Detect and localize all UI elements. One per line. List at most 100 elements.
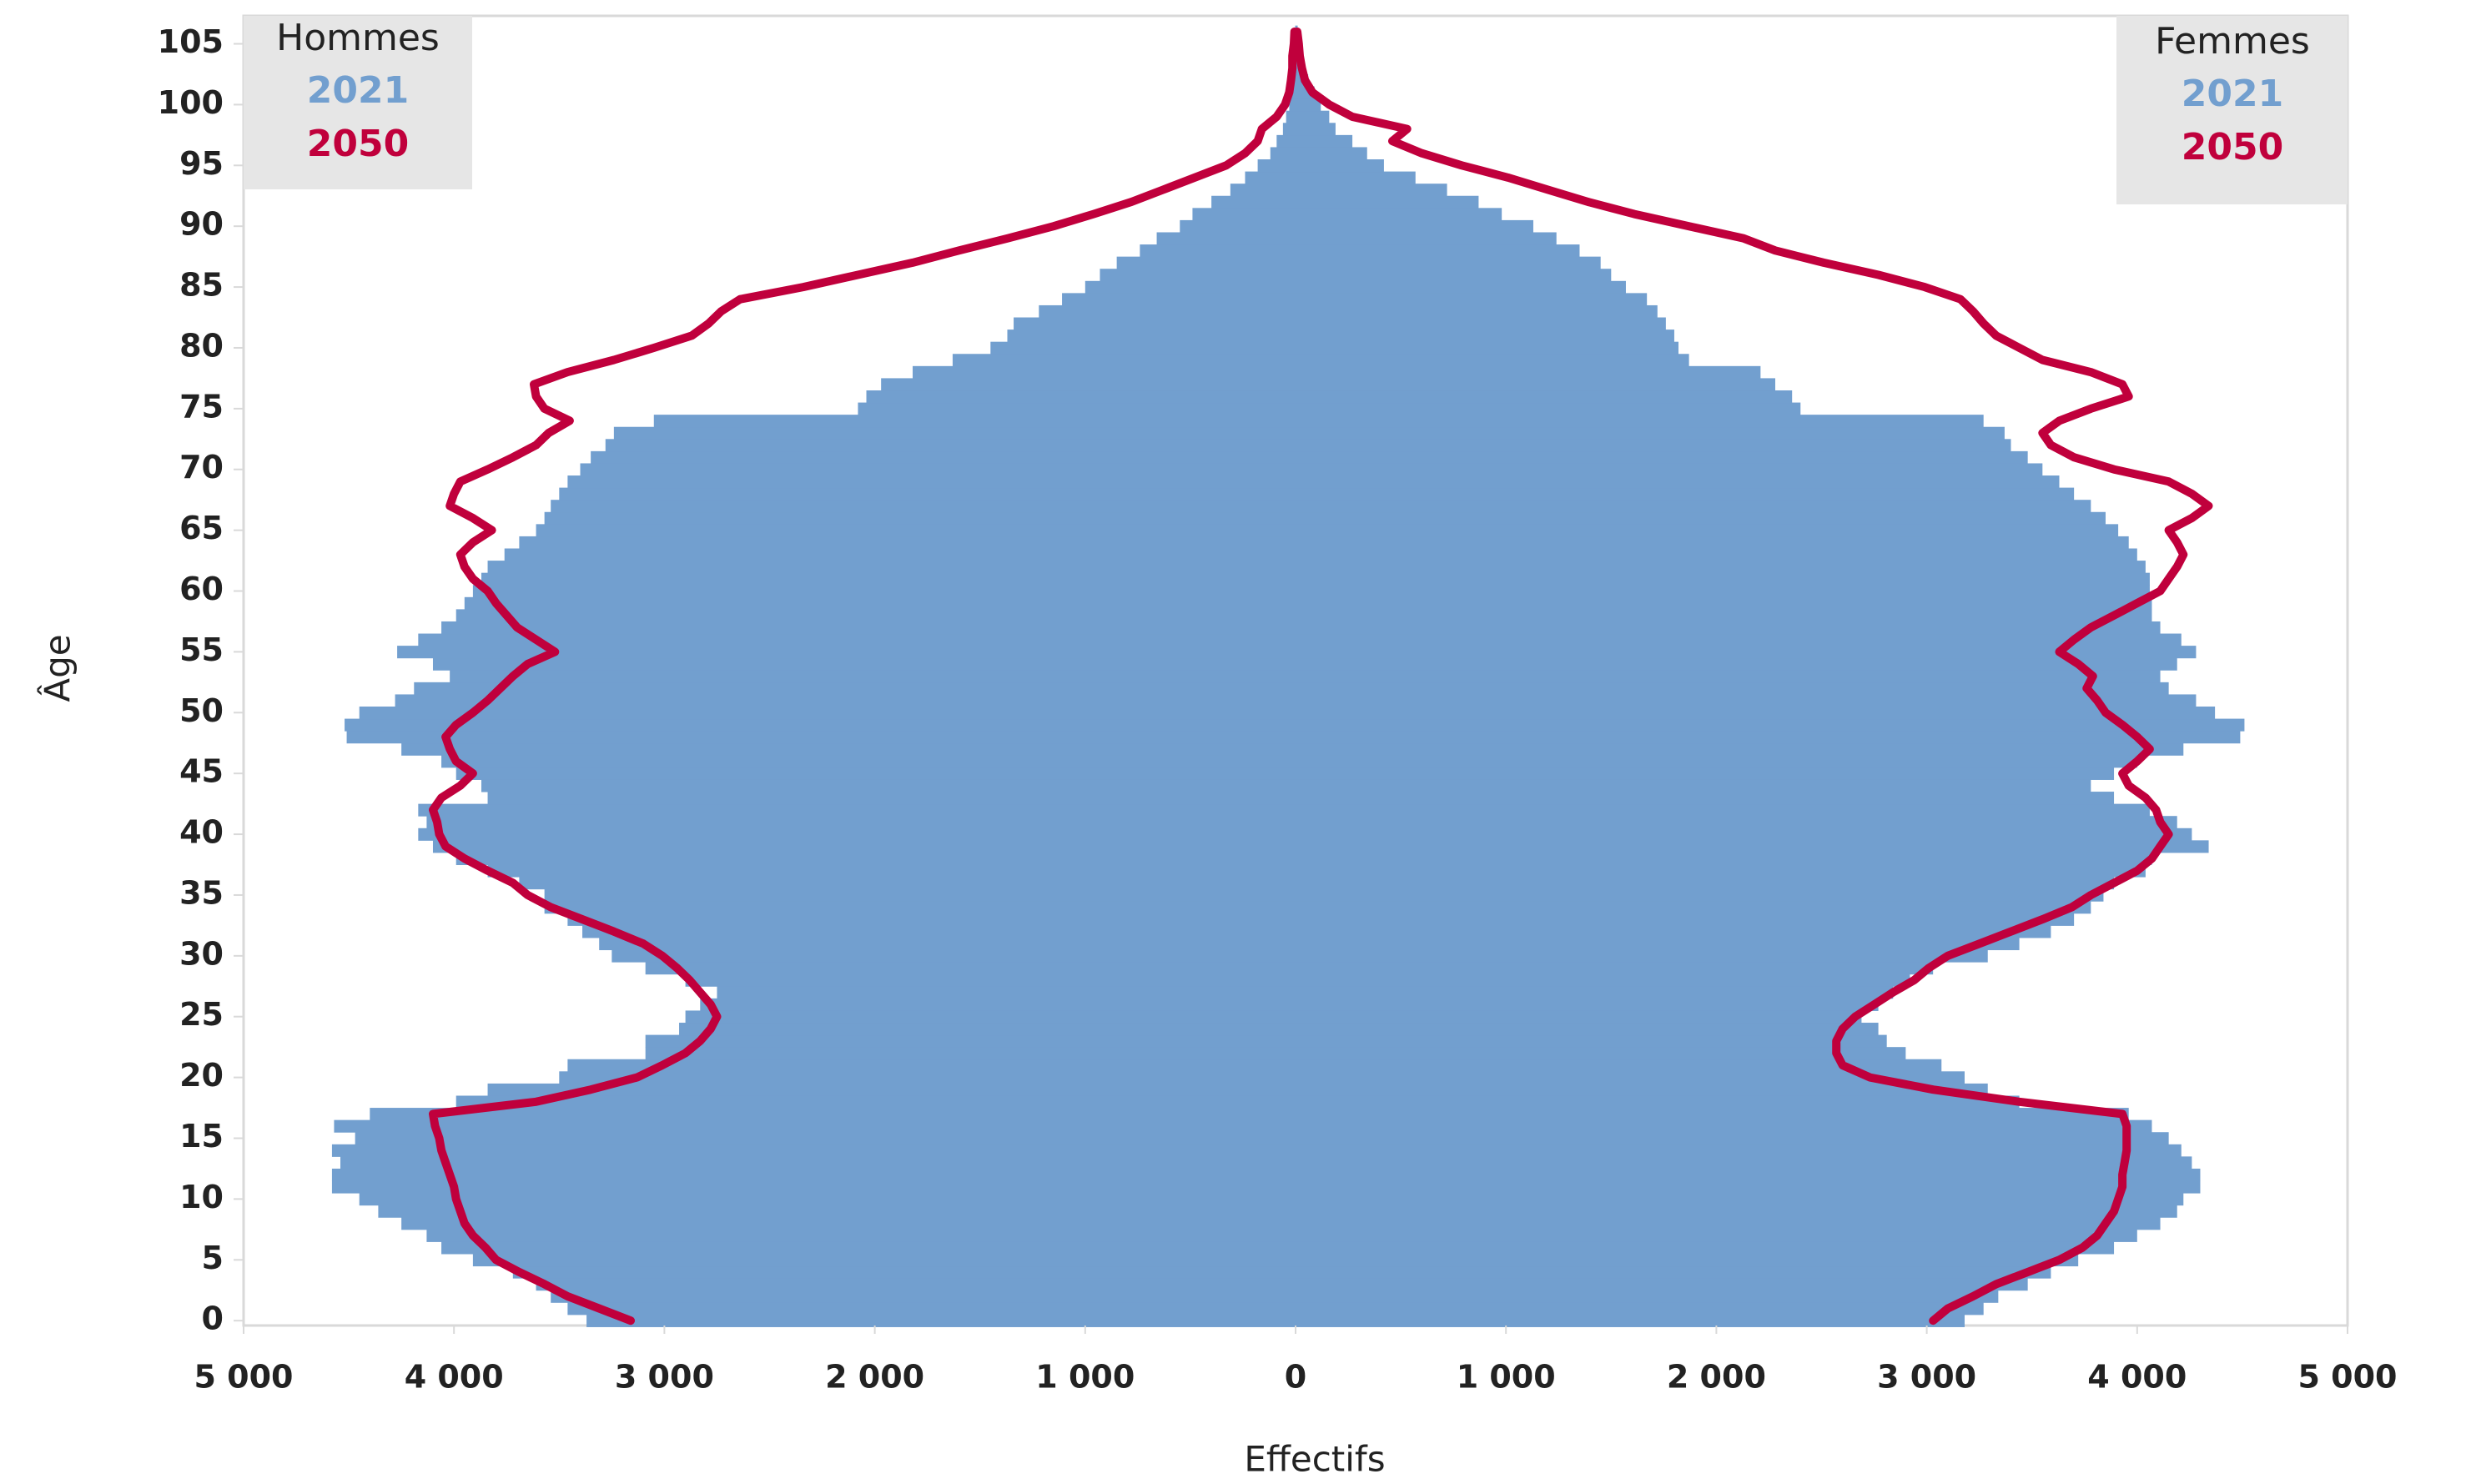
legend-entry: 2021 [2182,73,2283,115]
bar [512,1265,1296,1279]
bar [1296,962,1934,975]
bar [1192,208,1296,221]
bar [544,888,1296,902]
bar [881,378,1296,391]
bar [1296,378,1776,391]
bar [645,962,1296,975]
bar [1289,98,1296,112]
bar [1296,256,1601,269]
bar [551,500,1296,513]
bar [397,646,1296,659]
bar [432,840,1296,853]
bar [700,998,1296,1011]
y-tick-label: 50 [179,692,224,729]
bar [1296,718,2245,732]
bar [1296,1047,1906,1060]
bar [1296,354,1689,367]
bar [1296,1119,2152,1133]
bar [414,682,1296,695]
bar [1296,195,1479,209]
bar [1230,184,1296,197]
bar [1296,171,1416,184]
bar [1296,1168,2201,1182]
bar [1062,293,1296,306]
y-tick-label: 45 [179,753,224,790]
bar [858,402,1296,415]
bar [359,707,1296,720]
bar [952,354,1296,367]
y-tick-label: 25 [179,996,224,1033]
bar [613,426,1296,440]
bar [1007,329,1296,343]
bar [1296,1023,1879,1036]
bar [426,1229,1296,1242]
bar [1296,670,2161,683]
bar [487,561,1296,574]
bar [1296,633,2182,646]
bar [1296,864,2146,878]
bar [1296,609,2152,622]
bar [685,973,1296,987]
bar [1296,147,1367,160]
bar [1296,925,2051,938]
bar [455,1095,1296,1109]
bar [418,633,1296,646]
x-tick-label: 2 000 [1667,1359,1766,1396]
bar [1296,244,1580,258]
x-tick-label: 3 000 [1877,1359,1976,1396]
y-tick-label: 60 [179,571,224,607]
x-tick-label: 1 000 [1035,1359,1135,1396]
bar [1296,1071,1965,1084]
bar [370,1108,1296,1121]
line [1293,28,2213,1326]
bar [487,792,1296,805]
bar [1296,511,2106,525]
bar [1296,280,1626,294]
y-tick-label: 30 [179,935,224,972]
bar [1116,256,1296,269]
bar [1296,1059,1942,1072]
x-tick-label: 4 000 [2087,1359,2187,1396]
bar [359,1193,1296,1206]
bar [1296,755,2137,768]
bar [1296,208,1502,221]
bar [1296,1180,2201,1194]
bar [1296,707,2216,720]
x-axis-title: Effectifs [1244,1439,1385,1480]
bar [1296,1034,1887,1048]
bar [567,475,1296,489]
bar [1296,585,2150,598]
y-tick-label: 10 [179,1179,224,1215]
bar [1296,596,2152,610]
bar [334,1119,1296,1133]
bar [378,1205,1296,1218]
bar [1296,1205,2177,1218]
y-tick-label: 85 [179,267,224,304]
bar [1014,317,1296,330]
bar [1296,877,2115,890]
bar [1296,1193,2184,1206]
bar [645,1034,1296,1048]
bar [1296,269,1612,282]
bar [1270,147,1296,160]
bar [395,694,1296,707]
bar [401,1217,1296,1230]
bar [1296,1314,1965,1327]
bar [1296,402,1801,415]
bar [331,1168,1296,1182]
bar [599,937,1296,951]
bar [567,1302,1296,1315]
bar [1296,731,2241,744]
bar [567,913,1296,926]
bar [1296,888,2104,902]
x-tick-label: 5 000 [2298,1359,2398,1396]
bar [1296,913,2075,926]
bar [1296,572,2150,586]
bar [1100,269,1296,282]
bar [418,803,1296,817]
bar [1296,304,1658,319]
bar [1296,657,2177,671]
bar [1296,1132,2169,1145]
bar [346,731,1296,744]
